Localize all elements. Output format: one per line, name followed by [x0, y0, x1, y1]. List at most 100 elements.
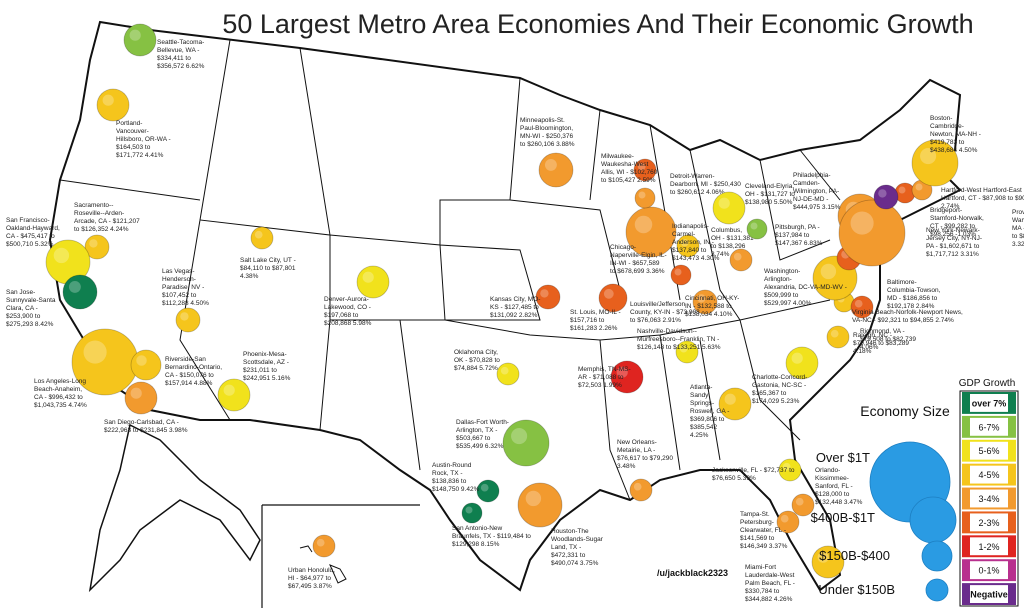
metro-label: $157,914 4.88% — [165, 380, 213, 387]
metro-label: New Orleans- — [617, 439, 657, 446]
metro-label: Denver-Aurora- — [324, 296, 369, 303]
metro-label: Dallas-Fort Worth- — [456, 419, 509, 426]
metro-label: Milwaukee- — [601, 153, 634, 160]
bubble-highlight — [223, 384, 235, 396]
metro-label: $79,508 to $82,739 — [860, 336, 916, 343]
metro-label: Oklahoma City, — [454, 349, 498, 356]
bubble-highlight — [603, 288, 614, 299]
bubble-highlight — [674, 268, 682, 276]
metro-label: to $138,296 — [711, 243, 746, 250]
metro-label: $1,717,712 3.31% — [926, 251, 979, 258]
growth-label: 5-6% — [978, 446, 999, 456]
bubble-highlight — [637, 162, 646, 171]
metro-label: San Jose- — [6, 289, 35, 296]
metro-label: Naperville-Elgin, IL- — [610, 252, 667, 259]
metro-label: to $82,929 — [1012, 233, 1024, 240]
growth-label: 3-4% — [978, 494, 999, 504]
metro-bubble — [873, 184, 899, 210]
metro-bubble — [850, 295, 874, 319]
metro-label: Vancouver- — [116, 128, 149, 135]
growth-cell — [970, 537, 1008, 556]
metro-label: $438,684 4.50% — [930, 147, 978, 154]
metro-label: $503,667 to — [456, 435, 491, 442]
bubble-highlight — [817, 551, 829, 563]
size-label: $150B-$400 — [819, 548, 890, 563]
metro-label: $146,349 3.37% — [740, 543, 788, 550]
metro-label: Anderson, IN - — [672, 239, 714, 246]
metro-label: $143,473 4.30% — [672, 255, 720, 262]
growth-label: over 7% — [972, 398, 1007, 408]
metro-bubble — [610, 360, 644, 394]
metro-label: $107,452 to — [162, 292, 197, 299]
metro-label: Kansas City, MO- — [490, 296, 540, 303]
growth-cell — [970, 513, 1008, 532]
metro-label: Land, TX - — [551, 544, 581, 551]
metro-label: $490,074 3.75% — [551, 560, 599, 567]
metro-label: $72,503 1.99% — [578, 382, 622, 389]
metro-label: Cleveland-Elyria, — [745, 183, 794, 190]
bubble-highlight — [465, 506, 473, 514]
metro-bubble — [629, 478, 653, 502]
bubble-highlight — [718, 197, 730, 209]
bubble-highlight — [500, 366, 509, 375]
metro-bubble — [676, 234, 700, 258]
metro-label: Virginia Beach-Norfolk-Newport News, — [852, 309, 963, 316]
bubble-highlight — [480, 483, 489, 492]
metro-label: $157,716 to — [570, 317, 605, 324]
metro-label: 2.74% — [941, 203, 960, 210]
bubble-highlight — [878, 189, 887, 198]
metro-label: Hillsboro, OR-WA - — [116, 136, 171, 143]
metro-label: $128,000 to — [815, 491, 850, 498]
metro-label: Sacramento-- — [74, 202, 113, 209]
growth-label: 0-1% — [978, 566, 999, 576]
metro-label: $242,951 5.16% — [243, 375, 291, 382]
metro-label: IN-WI - $657,589 — [610, 260, 660, 267]
metro-label: Columbus, — [711, 227, 742, 234]
metro-label: Palm Beach, FL - — [745, 580, 795, 587]
metro-label: $141,569 to — [740, 535, 775, 542]
metro-label: 4.06% — [860, 344, 879, 351]
metro-bubble — [496, 362, 520, 386]
growth-legend-title: GDP Growth — [959, 378, 1016, 389]
bubble-highlight — [102, 94, 114, 106]
metro-label: Camden- — [793, 180, 820, 187]
metro-bubble — [633, 158, 657, 182]
bubble-highlight — [830, 329, 839, 338]
metro-label: Jersey City, NY-NJ- — [926, 235, 982, 242]
metro-label: Springs- — [690, 400, 714, 407]
metro-label: Arcade, CA - $121,207 — [74, 218, 140, 225]
bubble-highlight — [697, 294, 706, 303]
metro-bubble — [634, 187, 656, 209]
metro-label: Tampa-St. — [740, 511, 770, 518]
growth-cell — [970, 417, 1008, 436]
metro-label: Oakland-Hayward, — [6, 225, 60, 232]
metro-bubble — [96, 88, 130, 122]
metro-label: HI - $64,977 to — [288, 575, 331, 582]
metro-label: Indianapolis- — [672, 223, 709, 230]
growth-label: 6-7% — [978, 422, 999, 432]
metro-label: Roseville--Arden- — [74, 210, 124, 217]
metro-label: Allis, WI - $102,760 — [601, 169, 658, 176]
metro-label: Boston- — [930, 115, 952, 122]
metro-label: Bridgeport- — [930, 207, 962, 214]
metro-label: $132,448 3.47% — [815, 499, 863, 506]
metro-label: MD - $186,856 to — [887, 295, 938, 302]
metro-label: CT - $99,282 to — [930, 223, 975, 230]
metro-bubble — [217, 378, 251, 412]
metro-label: $67,495 3.87% — [288, 583, 332, 590]
bubble-highlight — [525, 490, 542, 507]
metro-label: $356,572 6.62% — [157, 63, 205, 70]
metro-label: $112,288 4.50% — [162, 300, 209, 307]
metro-bubble — [811, 545, 845, 579]
bubble-highlight — [638, 191, 646, 199]
metro-label: San Francisco- — [6, 217, 50, 224]
metro-bubble — [123, 23, 157, 57]
bubble-highlight — [89, 239, 98, 248]
metro-label: Scottsdale, AZ - — [243, 359, 289, 366]
metro-label: Warwick, RI- — [1012, 217, 1024, 224]
metro-label: Riverside-San — [165, 356, 206, 363]
growth-cell — [970, 585, 1008, 603]
metro-label: 3.48% — [617, 463, 636, 470]
metro-label: Dearborn, MI - $250,430 — [670, 181, 741, 188]
metro-label: $500,710 5.32% — [6, 241, 54, 248]
